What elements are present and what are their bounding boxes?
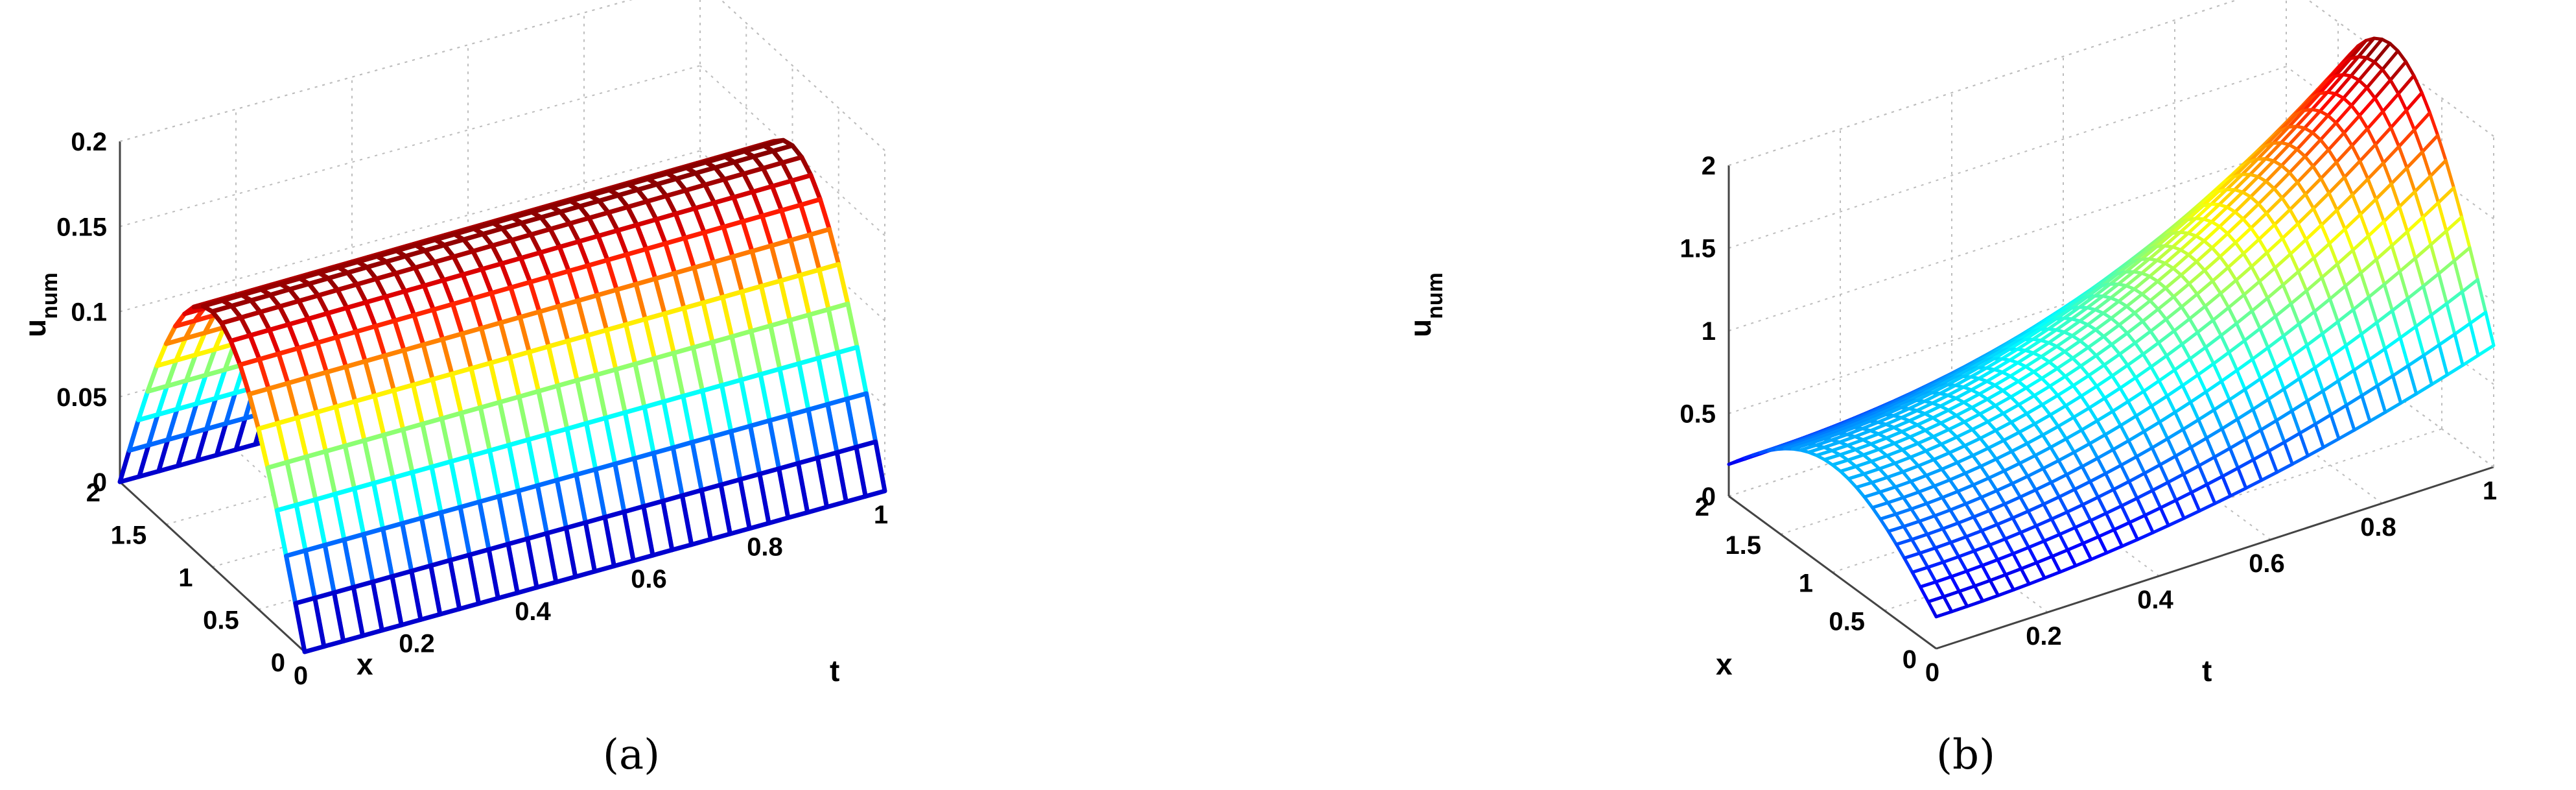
chart-panel-b: 0 0.2 0.4 0.6 0.8 1 0 0.5 1 1.5 2 0 0.5 1 1.5 2 x t unu… bbox=[1288, 0, 2576, 790]
z-tick-label: 0.2 bbox=[71, 128, 107, 156]
z-tick-label: 0.15 bbox=[56, 213, 107, 241]
grid-line bbox=[1728, 0, 2239, 166]
grid-line bbox=[1728, 0, 2239, 166]
surface-mesh-b bbox=[1727, 36, 2496, 619]
x-tick-label: 1.5 bbox=[1725, 531, 1761, 560]
surface-cell bbox=[1926, 595, 1954, 619]
z-tick-label: 0 bbox=[93, 468, 107, 497]
grid-line bbox=[720, 0, 885, 151]
x-tick-label: 0.5 bbox=[1829, 607, 1865, 636]
t-axis-label-a: t bbox=[830, 654, 839, 688]
t-tick-label: 0.8 bbox=[747, 533, 783, 562]
z-tick-label: 0.05 bbox=[56, 383, 107, 412]
z-tick-label: 1.5 bbox=[1680, 235, 1716, 263]
t-tick-label: 1 bbox=[2483, 477, 2497, 505]
t-tick-label: 0.6 bbox=[631, 565, 667, 593]
t-axis-label-b: t bbox=[2202, 654, 2212, 688]
x-tick-label: 2 bbox=[86, 479, 100, 507]
x-tick-label: 0 bbox=[1903, 645, 1917, 674]
x-tick-label: 1.5 bbox=[111, 521, 147, 550]
t-tick-label: 0.2 bbox=[2026, 622, 2062, 651]
t-tick-label: 1 bbox=[874, 501, 888, 529]
z-tick-label: 0 bbox=[1702, 483, 1716, 511]
surface-mesh-a bbox=[117, 138, 887, 654]
grid-line bbox=[720, 0, 885, 151]
t-tick-label: 0.8 bbox=[2360, 513, 2396, 542]
axis-line-x bbox=[119, 481, 306, 653]
t-tick-label: 0 bbox=[1925, 658, 1939, 687]
z-tick-label: 2 bbox=[1702, 152, 1716, 180]
t-tick-label: 0 bbox=[294, 662, 308, 690]
x-tick-label: 0 bbox=[271, 649, 285, 677]
t-tick-label: 0.4 bbox=[515, 597, 551, 626]
z-axis-label-b: unum bbox=[1403, 272, 1447, 337]
z-tick-label: 0.1 bbox=[71, 298, 107, 327]
t-tick-label: 0.6 bbox=[2249, 549, 2285, 578]
panel-caption-a: (a) bbox=[603, 731, 660, 779]
t-tick-label: 0.4 bbox=[2137, 586, 2173, 614]
x-tick-label: 1 bbox=[1799, 569, 1813, 598]
z-tick-label: 0.5 bbox=[1680, 400, 1716, 429]
x-tick-label: 1 bbox=[178, 564, 193, 592]
z-axis-label-a: unum bbox=[18, 272, 62, 337]
z-tick-label: 1 bbox=[1702, 317, 1716, 346]
panel-caption-b: (b) bbox=[1936, 731, 1995, 779]
grid-line bbox=[119, 0, 633, 142]
x-axis-label-a: x bbox=[357, 647, 373, 681]
grid-line bbox=[119, 0, 633, 142]
axis-line-t bbox=[1936, 466, 2494, 650]
x-tick-label: 0.5 bbox=[203, 606, 239, 635]
x-tick-label: 2 bbox=[1695, 493, 1709, 521]
chart-panel-a: 0 0.2 0.4 0.6 0.8 1 0 0.5 1 1.5 2 0 0.05 0.1 0.15 0.2 x… bbox=[18, 0, 888, 779]
x-axis-label-b: x bbox=[1716, 647, 1733, 681]
svg-text:unum: unum bbox=[18, 272, 62, 337]
t-tick-label: 0.2 bbox=[399, 629, 435, 658]
svg-text:unum: unum bbox=[1403, 272, 1447, 337]
surface-cell bbox=[293, 595, 327, 654]
axis-line-x bbox=[1728, 495, 1937, 650]
